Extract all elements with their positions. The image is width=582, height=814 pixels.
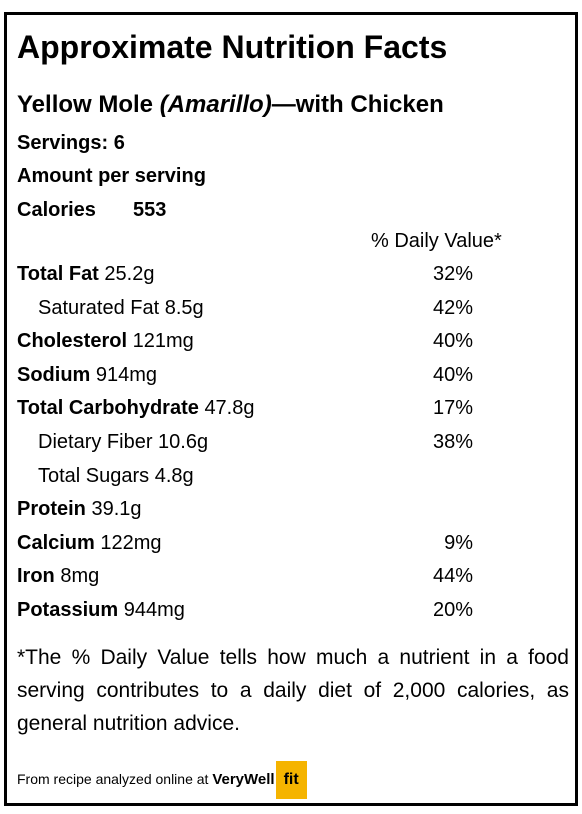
nutrient-amount: 39.1g	[91, 498, 142, 521]
daily-value: 17%	[432, 397, 473, 420]
nutrient-name: Calcium	[17, 531, 95, 554]
nutrient-row: Cholesterol 121mg	[17, 326, 194, 356]
daily-value: 20%	[432, 599, 473, 621]
title: Approximate Nutrition Facts	[17, 29, 448, 65]
recipe-variant: (Amarillo)	[159, 91, 272, 118]
nutrient-name: Total Carbohydrate	[17, 397, 199, 420]
recipe-suffix: —with Chicken	[271, 91, 444, 118]
nutrient-name: Saturated Fat	[38, 296, 160, 319]
nutrient-amount: 914mg	[95, 363, 158, 386]
nutrient-row: Protein 39.1g	[17, 494, 142, 524]
source: From recipe analyzed online at VeryWell f…	[17, 761, 307, 799]
daily-value: 44%	[432, 565, 473, 588]
daily-value: 9%	[444, 531, 473, 554]
nutrient-row: Total Fat 25.2g	[17, 259, 154, 289]
nutrient-amount: 8.5g	[164, 296, 204, 319]
source-text: From recipe analyzed online at	[17, 771, 209, 787]
daily-value: 32%	[432, 263, 473, 285]
nutrient-name: Protein	[17, 498, 86, 521]
nutrient-row: Potassium 944mg	[17, 595, 185, 625]
daily-value: 40%	[432, 363, 473, 386]
nutrient-name: Sodium	[17, 363, 91, 386]
label-card: Approximate Nutrition Facts Yellow Mole …	[4, 12, 578, 806]
nutrient-amount: 944mg	[123, 599, 185, 621]
nutrient-name: Iron	[17, 565, 55, 588]
servings: Servings: 6	[17, 132, 125, 154]
daily-value: 38%	[432, 431, 473, 453]
nutrient-name: Potassium	[17, 599, 119, 621]
nutrient-row: Total Carbohydrate 47.8g	[17, 393, 255, 423]
calories-label: Calories	[17, 199, 96, 221]
nutrient-amount: 25.2g	[104, 263, 155, 285]
nutrient-row: Dietary Fiber 10.6g	[38, 427, 208, 457]
nutrient-row: Total Sugars 4.8g	[38, 461, 194, 491]
nutrient-amount: 47.8g	[204, 397, 255, 420]
nutrient-amount: 122mg	[100, 531, 162, 554]
nutrient-row: Saturated Fat 8.5g	[38, 293, 204, 323]
recipe-name: Yellow Mole (Amarillo)—with Chicken	[17, 91, 444, 119]
amount-label: Amount per serving	[17, 165, 206, 187]
nutrient-row: Iron 8mg	[17, 561, 99, 591]
nutrient-name: Cholesterol	[17, 330, 128, 353]
nutrient-amount: 8mg	[60, 565, 100, 588]
dv-header: % Daily Value*	[371, 230, 502, 252]
nutrient-amount: 4.8g	[154, 464, 194, 487]
nutrient-name: Total Fat	[17, 263, 99, 285]
footnote: *The % Daily Value tells how much a nutr…	[17, 646, 569, 735]
nutrient-amount: 121mg	[132, 330, 194, 353]
source-badge: fit	[275, 761, 307, 799]
recipe-main: Yellow Mole	[17, 91, 154, 118]
nutrient-row: Calcium 122mg	[17, 528, 162, 558]
nutrient-name: Dietary Fiber	[38, 431, 153, 453]
calories-value: 553	[133, 199, 167, 221]
nutrient-name: Total Sugars	[38, 464, 150, 487]
daily-value: 42%	[432, 296, 473, 319]
nutrient-row: Sodium 914mg	[17, 360, 157, 390]
daily-value: 40%	[432, 330, 473, 353]
nutrient-amount: 10.6g	[158, 431, 209, 453]
source-brand: VeryWell	[212, 771, 275, 788]
